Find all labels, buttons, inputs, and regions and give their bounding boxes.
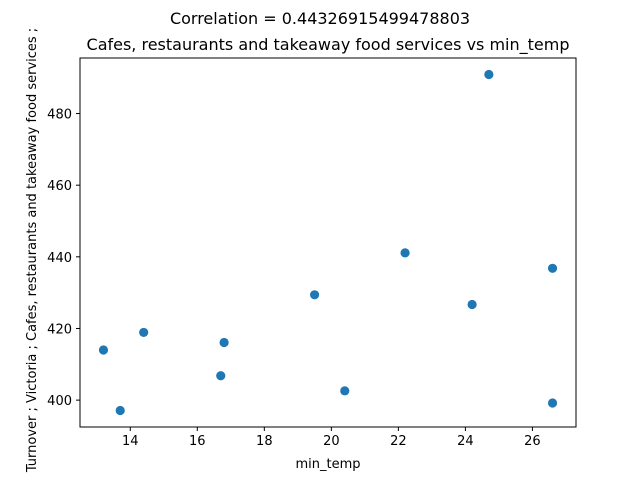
data-point: [340, 386, 350, 396]
x-tick-label: 26: [524, 434, 541, 449]
data-point: [400, 248, 410, 258]
y-tick-label: 480: [47, 108, 72, 123]
data-point: [484, 69, 494, 80]
data-point: [98, 345, 109, 355]
data-point: [139, 327, 149, 338]
x-axis-label: min_temp: [295, 457, 360, 472]
data-point: [115, 405, 125, 416]
data-point: [467, 299, 477, 310]
x-tick-label: 24: [457, 434, 474, 449]
plot-area: 14 16 18 20 22 24 26 400 420 440 460 480: [47, 57, 577, 449]
y-axis-label: Turnover ; Victoria ; Cafes, restaurants…: [25, 28, 40, 473]
y-tick-label: 420: [47, 322, 72, 337]
axes-frame: [79, 57, 577, 428]
x-tick-label: 22: [390, 434, 407, 449]
chart-title: Cafes, restaurants and takeaway food ser…: [87, 35, 570, 55]
x-tick-label: 16: [189, 434, 206, 449]
y-tick-label: 400: [47, 394, 72, 409]
data-point: [547, 263, 558, 273]
data-point: [547, 398, 558, 408]
figure-suptitle: Correlation = 0.44326915499478803: [170, 9, 470, 28]
y-tick-label: 460: [47, 179, 72, 194]
y-tick-label: 440: [47, 251, 72, 266]
x-tick-label: 20: [323, 434, 340, 449]
data-point: [219, 337, 229, 348]
data-point: [309, 290, 320, 300]
data-point: [216, 371, 226, 381]
x-tick-label: 14: [122, 434, 139, 449]
x-tick-label: 18: [256, 434, 273, 449]
